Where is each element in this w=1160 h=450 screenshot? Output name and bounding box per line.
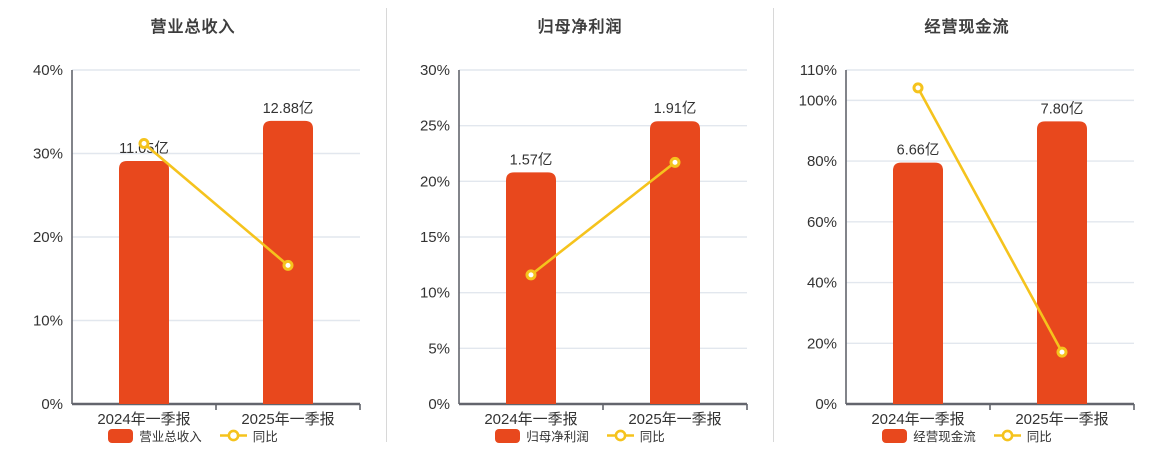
bar-series-swatch	[495, 428, 521, 443]
panel-divider	[773, 8, 774, 442]
y-tick-label: 40%	[33, 62, 63, 79]
y-tick-label: 110%	[800, 62, 837, 79]
chart-panel-revenue: 0% 10% 20% 30% 40% 11.05亿 12.88亿 2024年一季报 2025年一…	[0, 0, 386, 450]
bar-value-label: 7.80亿	[1041, 100, 1084, 117]
x-category-label: 2024年一季报	[484, 411, 577, 428]
panel-divider	[386, 8, 387, 442]
bar-value-label: 1.57亿	[510, 151, 553, 168]
y-tick-label: 100%	[799, 92, 837, 109]
line-series-marker-icon	[606, 429, 634, 442]
legend-label: 同比	[252, 430, 278, 444]
y-tick-label: 20%	[807, 335, 837, 352]
chart-title-revenue: 营业总收入	[150, 19, 236, 36]
y-tick-label: 0%	[815, 396, 837, 413]
bar-value-label: 12.88亿	[263, 100, 314, 117]
yoy-point-2024年一季报[interactable]	[525, 269, 537, 281]
net-profit-chart-canvas[interactable]: 0% 5% 10% 15% 20% 25% 30% 1.57亿 1.91亿 2024年一季报 202…	[387, 0, 773, 450]
y-tick-label: 40%	[807, 275, 837, 292]
yoy-line	[530, 161, 676, 276]
cash-flow-chart-canvas[interactable]: 0% 20% 40% 60% 80% 100% 110% 6.66亿 7.80亿 2024年一季报…	[774, 0, 1160, 450]
legend-item-net-profit-bar[interactable]: 归母净利润	[495, 426, 589, 445]
legend-label: 同比	[639, 430, 665, 444]
x-category-label: 2025年一季报	[1015, 411, 1108, 428]
yoy-point-2025年一季报[interactable]	[1056, 346, 1068, 358]
legend-label: 归母净利润	[526, 430, 589, 444]
y-tick-label: 0%	[41, 396, 63, 413]
chart-panel-cash-flow: 0% 20% 40% 60% 80% 100% 110% 6.66亿 7.80亿 2024年一季报…	[774, 0, 1160, 450]
bar-2024年一季报[interactable]	[506, 172, 556, 404]
line-series-marker-icon	[993, 429, 1021, 442]
chart-title-cash-flow: 经营现金流	[924, 19, 1010, 36]
legend-item-cash-flow-bar[interactable]: 经营现金流	[882, 426, 976, 445]
x-category-label: 2025年一季报	[628, 411, 721, 428]
y-tick-label: 20%	[33, 229, 63, 246]
y-tick-label: 10%	[33, 313, 63, 330]
chart-panel-net-profit: 0% 5% 10% 15% 20% 25% 30% 1.57亿 1.91亿 2024年一季报 202…	[387, 0, 773, 450]
yoy-line	[916, 87, 1064, 353]
legend-net-profit: 归母净利润 同比	[387, 426, 773, 445]
y-tick-label: 0%	[428, 396, 450, 413]
bar-2025年一季报[interactable]	[1037, 121, 1087, 404]
legend-label: 同比	[1026, 430, 1052, 444]
chart-title-net-profit: 归母净利润	[537, 19, 623, 36]
y-tick-label: 30%	[420, 62, 450, 79]
y-tick-label: 80%	[807, 153, 837, 170]
legend-item-net-profit-yoy[interactable]: 同比	[606, 426, 665, 445]
y-tick-label: 60%	[807, 214, 837, 231]
yoy-line	[143, 142, 289, 267]
y-tick-label: 30%	[33, 146, 63, 163]
bar-2025年一季报[interactable]	[650, 121, 700, 405]
legend-item-revenue-bar[interactable]: 营业总收入	[108, 426, 202, 445]
y-tick-label: 15%	[420, 229, 450, 246]
bar-value-label: 1.91亿	[654, 100, 697, 117]
bar-2024年一季报[interactable]	[893, 162, 943, 404]
legend-label: 经营现金流	[913, 430, 976, 444]
legend-label: 营业总收入	[139, 430, 202, 444]
y-tick-label: 5%	[428, 340, 450, 357]
bar-series-swatch	[108, 428, 134, 443]
legend-item-cash-flow-yoy[interactable]: 同比	[993, 426, 1052, 445]
bar-2024年一季报[interactable]	[119, 161, 169, 404]
line-series-marker-icon	[219, 429, 247, 442]
yoy-point-2025年一季报[interactable]	[669, 156, 681, 168]
y-tick-label: 10%	[420, 285, 450, 302]
x-category-label: 2024年一季报	[871, 411, 964, 428]
y-tick-label: 25%	[420, 118, 450, 135]
y-tick-label: 20%	[420, 173, 450, 190]
legend-item-revenue-yoy[interactable]: 同比	[219, 426, 278, 445]
x-category-label: 2025年一季报	[241, 411, 334, 428]
yoy-point-2024年一季报[interactable]	[912, 82, 924, 94]
yoy-point-2024年一季报[interactable]	[138, 137, 150, 149]
legend-revenue: 营业总收入 同比	[0, 426, 386, 445]
bar-series-swatch	[882, 428, 908, 443]
x-category-label: 2024年一季报	[97, 411, 190, 428]
legend-cash-flow: 经营现金流 同比	[774, 426, 1160, 445]
bar-value-label: 6.66亿	[897, 142, 940, 159]
yoy-point-2025年一季报[interactable]	[282, 259, 294, 271]
